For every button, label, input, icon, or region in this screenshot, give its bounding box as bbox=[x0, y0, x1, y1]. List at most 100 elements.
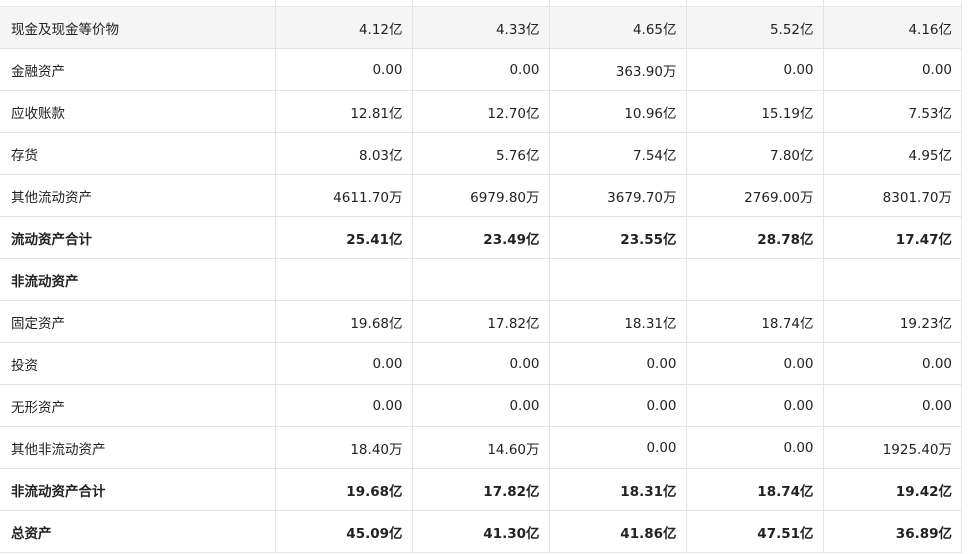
row-value-cell: 12.81亿 bbox=[274, 90, 412, 133]
row-value-cell: 0.00 bbox=[822, 384, 961, 427]
table-row: 非流动资产 bbox=[0, 258, 961, 301]
row-value-cell: 1925.40万 bbox=[822, 426, 961, 469]
row-value-cell: 4611.70万 bbox=[274, 174, 412, 217]
table-row: 总资产 45.09亿 41.30亿 41.86亿 47.51亿 36.89亿 bbox=[0, 510, 961, 553]
table-body: 现金及现金等价物 4.12亿 4.33亿 4.65亿 5.52亿 4.16亿 金融资产 0.0… bbox=[0, 6, 961, 553]
row-value-cell: 6979.80万 bbox=[411, 174, 549, 217]
row-value-cell: 4.95亿 bbox=[822, 132, 961, 175]
row-value-cell: 4.65亿 bbox=[548, 6, 686, 49]
row-label: 无形资产 bbox=[0, 384, 275, 427]
row-value-cell: 12.70亿 bbox=[411, 90, 549, 133]
row-value-cell: 23.49亿 bbox=[411, 216, 549, 259]
row-value-cell: 5.76亿 bbox=[411, 132, 549, 175]
table-row: 应收账款 12.81亿 12.70亿 10.96亿 15.19亿 7.53亿 bbox=[0, 90, 961, 133]
row-value-cell: 0.00 bbox=[685, 342, 823, 385]
row-value-cell: 47.51亿 bbox=[685, 510, 823, 553]
row-value-cell bbox=[411, 258, 549, 301]
row-value-cell: 0.00 bbox=[274, 48, 412, 91]
row-value-cell: 18.40万 bbox=[274, 426, 412, 469]
column-divider bbox=[275, 0, 276, 6]
row-value-cell: 5.52亿 bbox=[685, 6, 823, 49]
row-value-cell: 0.00 bbox=[822, 48, 961, 91]
row-value-cell: 0.00 bbox=[548, 384, 686, 427]
row-value-cell bbox=[822, 258, 961, 301]
row-label: 金融资产 bbox=[0, 48, 275, 91]
row-value-cell: 4.12亿 bbox=[274, 6, 412, 49]
row-value-cell: 7.80亿 bbox=[685, 132, 823, 175]
row-value-cell: 0.00 bbox=[411, 384, 549, 427]
row-label: 总资产 bbox=[0, 510, 275, 553]
table-row: 其他非流动资产 18.40万 14.60万 0.00 0.00 1925.40万 bbox=[0, 426, 961, 469]
row-label: 现金及现金等价物 bbox=[0, 6, 275, 49]
table-row: 无形资产 0.00 0.00 0.00 0.00 0.00 bbox=[0, 384, 961, 427]
table-row: 投资 0.00 0.00 0.00 0.00 0.00 bbox=[0, 342, 961, 385]
row-value-cell: 23.55亿 bbox=[548, 216, 686, 259]
row-value-cell: 14.60万 bbox=[411, 426, 549, 469]
row-value-cell: 25.41亿 bbox=[274, 216, 412, 259]
row-value-cell: 0.00 bbox=[548, 426, 686, 469]
table-row: 固定资产 19.68亿 17.82亿 18.31亿 18.74亿 19.23亿 bbox=[0, 300, 961, 343]
row-label: 存货 bbox=[0, 132, 275, 175]
column-divider bbox=[549, 0, 550, 6]
table-row: 流动资产合计 25.41亿 23.49亿 23.55亿 28.78亿 17.47亿 bbox=[0, 216, 961, 259]
table-row: 现金及现金等价物 4.12亿 4.33亿 4.65亿 5.52亿 4.16亿 bbox=[0, 6, 961, 49]
row-label: 非流动资产 bbox=[0, 258, 275, 301]
row-value-cell: 4.33亿 bbox=[411, 6, 549, 49]
row-value-cell: 36.89亿 bbox=[822, 510, 961, 553]
row-value-cell: 7.54亿 bbox=[548, 132, 686, 175]
row-label: 固定资产 bbox=[0, 300, 275, 343]
row-value-cell: 0.00 bbox=[274, 384, 412, 427]
row-value-cell: 3679.70万 bbox=[548, 174, 686, 217]
row-value-cell: 0.00 bbox=[685, 48, 823, 91]
row-value-cell: 0.00 bbox=[685, 384, 823, 427]
row-label: 其他非流动资产 bbox=[0, 426, 275, 469]
row-value-cell: 4.16亿 bbox=[822, 6, 961, 49]
row-value-cell: 19.23亿 bbox=[822, 300, 961, 343]
table-row: 其他流动资产 4611.70万 6979.80万 3679.70万 2769.00万 83… bbox=[0, 174, 961, 217]
row-value-cell: 0.00 bbox=[822, 342, 961, 385]
row-label: 投资 bbox=[0, 342, 275, 385]
row-value-cell: 28.78亿 bbox=[685, 216, 823, 259]
row-value-cell: 2769.00万 bbox=[685, 174, 823, 217]
balance-sheet-table-container: 现金及现金等价物 4.12亿 4.33亿 4.65亿 5.52亿 4.16亿 金融资产 0.0… bbox=[0, 6, 962, 553]
row-value-cell: 0.00 bbox=[548, 342, 686, 385]
row-value-cell: 0.00 bbox=[411, 48, 549, 91]
row-value-cell: 17.82亿 bbox=[411, 468, 549, 511]
table-row: 金融资产 0.00 0.00 363.90万 0.00 0.00 bbox=[0, 48, 961, 91]
row-value-cell bbox=[274, 258, 412, 301]
table-row: 存货 8.03亿 5.76亿 7.54亿 7.80亿 4.95亿 bbox=[0, 132, 961, 175]
table-row: 非流动资产合计 19.68亿 17.82亿 18.31亿 18.74亿 19.42亿 bbox=[0, 468, 961, 511]
row-value-cell: 19.68亿 bbox=[274, 300, 412, 343]
row-value-cell: 17.82亿 bbox=[411, 300, 549, 343]
row-value-cell bbox=[685, 258, 823, 301]
row-value-cell: 18.74亿 bbox=[685, 300, 823, 343]
column-divider bbox=[412, 0, 413, 6]
row-value-cell: 0.00 bbox=[274, 342, 412, 385]
row-value-cell: 45.09亿 bbox=[274, 510, 412, 553]
row-value-cell bbox=[548, 258, 686, 301]
row-value-cell: 8301.70万 bbox=[822, 174, 961, 217]
row-value-cell: 19.42亿 bbox=[822, 468, 961, 511]
row-label: 非流动资产合计 bbox=[0, 468, 275, 511]
row-value-cell: 41.30亿 bbox=[411, 510, 549, 553]
column-divider bbox=[823, 0, 824, 6]
row-value-cell: 0.00 bbox=[411, 342, 549, 385]
row-value-cell: 17.47亿 bbox=[822, 216, 961, 259]
row-label: 其他流动资产 bbox=[0, 174, 275, 217]
row-value-cell: 19.68亿 bbox=[274, 468, 412, 511]
row-value-cell: 0.00 bbox=[685, 426, 823, 469]
row-value-cell: 7.53亿 bbox=[822, 90, 961, 133]
table-top-edge bbox=[0, 0, 962, 6]
balance-sheet-table: 现金及现金等价物 4.12亿 4.33亿 4.65亿 5.52亿 4.16亿 金融资产 0.0… bbox=[0, 6, 961, 553]
row-label: 应收账款 bbox=[0, 90, 275, 133]
row-value-cell: 18.31亿 bbox=[548, 468, 686, 511]
row-value-cell: 10.96亿 bbox=[548, 90, 686, 133]
row-value-cell: 18.74亿 bbox=[685, 468, 823, 511]
row-value-cell: 15.19亿 bbox=[685, 90, 823, 133]
row-label: 流动资产合计 bbox=[0, 216, 275, 259]
row-value-cell: 363.90万 bbox=[548, 48, 686, 91]
row-value-cell: 8.03亿 bbox=[274, 132, 412, 175]
column-divider bbox=[686, 0, 687, 6]
row-value-cell: 41.86亿 bbox=[548, 510, 686, 553]
row-value-cell: 18.31亿 bbox=[548, 300, 686, 343]
